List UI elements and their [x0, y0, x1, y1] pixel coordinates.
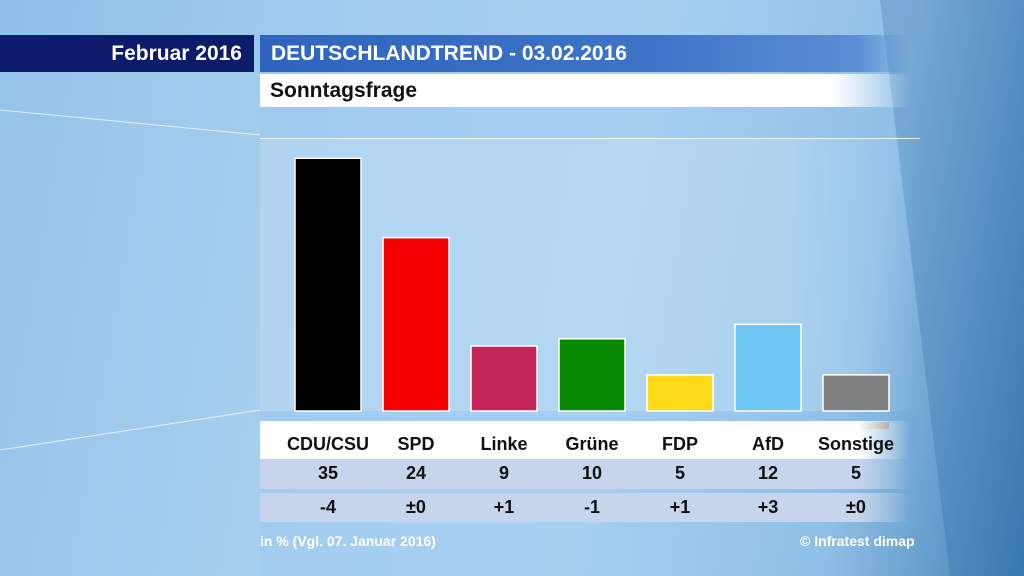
unit-note: in % (Vgl. 07. Januar 2016): [260, 533, 436, 549]
change-label-2: +1: [493, 497, 515, 517]
party-label-5: AfD: [752, 434, 784, 454]
value-label-3: 10: [581, 463, 603, 483]
party-label-1: SPD: [397, 434, 435, 454]
change-label-1: ±0: [406, 497, 426, 517]
category-label-band: [260, 421, 910, 459]
page-title: DEUTSCHLANDTREND - 03.02.2016: [260, 35, 910, 72]
value-label-5: 12: [757, 463, 779, 483]
party-label-4: FDP: [662, 434, 698, 454]
value-label-6: 5: [850, 463, 861, 483]
chart-subtitle: Sonntagsfrage: [260, 74, 910, 107]
party-label-3: Grüne: [565, 434, 619, 454]
change-label-6: ±0: [846, 497, 866, 517]
value-label-0: 35: [317, 463, 339, 483]
change-label-5: +3: [757, 497, 779, 517]
value-label-2: 9: [498, 463, 509, 483]
bar-4: [646, 374, 714, 412]
change-label-0: -4: [319, 497, 336, 517]
bar-2: [470, 345, 538, 412]
change-label-4: +1: [669, 497, 691, 517]
source-credit: © Infratest dimap: [800, 533, 915, 549]
change-label-3: -1: [583, 497, 600, 517]
plot-area: [260, 138, 920, 429]
bar-0: [294, 157, 362, 412]
value-label-4: 5: [674, 463, 685, 483]
bar-chart: [294, 157, 890, 429]
value-label-1: 24: [405, 463, 427, 483]
party-label-2: Linke: [480, 434, 528, 454]
bar-1: [382, 236, 450, 412]
date-label: Februar 2016: [0, 35, 254, 72]
party-label-0: CDU/CSU: [286, 434, 369, 454]
party-label-6: Sonstige: [817, 434, 894, 454]
bar-3: [558, 338, 626, 412]
bar-5: [734, 323, 802, 412]
bar-6: [822, 374, 890, 412]
value-band: [260, 459, 910, 489]
change-band: [260, 493, 910, 522]
